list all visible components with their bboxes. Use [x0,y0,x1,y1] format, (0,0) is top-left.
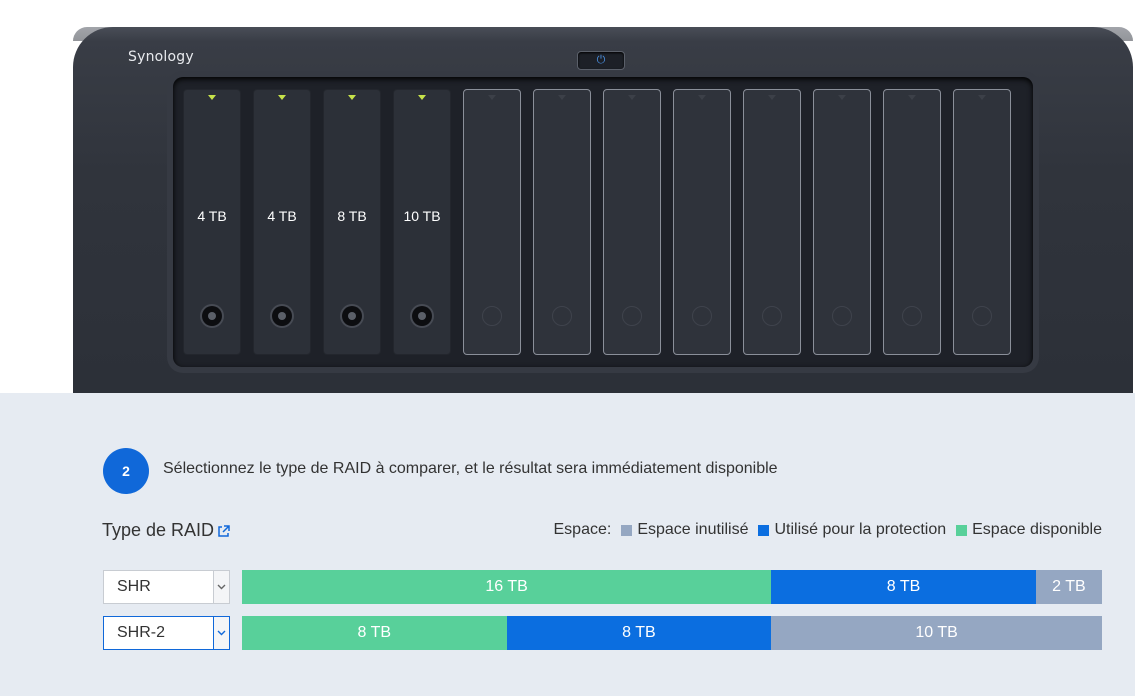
drive-bay-empty[interactable] [883,89,941,355]
capacity-segment-protection: 8 TB [506,616,772,650]
drive-bay-empty[interactable] [953,89,1011,355]
capacity-segment-unused: 2 TB [1035,570,1102,604]
drive-led-icon [348,95,356,100]
drive-lock-icon [412,306,432,326]
drive-lock-icon [552,306,572,326]
drive-bay-filled[interactable]: 10 TB [393,89,451,355]
drive-bay-empty[interactable] [673,89,731,355]
drive-bay-empty[interactable] [743,89,801,355]
drive-capacity: 4 TB [197,208,227,224]
drive-led-icon [278,95,286,100]
drive-bay-empty[interactable] [533,89,591,355]
drive-led-icon [558,95,566,100]
legend-title: Espace: [553,521,612,538]
raid-type-select[interactable]: SHR [103,570,230,604]
drive-lock-icon [622,306,642,326]
drive-bay-empty[interactable] [603,89,661,355]
drive-led-icon [698,95,706,100]
drive-capacity: 10 TB [403,208,441,224]
drive-led-icon [768,95,776,100]
legend-unused: Espace inutilisé [637,521,749,538]
drive-led-icon [838,95,846,100]
drive-bay-empty[interactable] [463,89,521,355]
capacity-segment-available: 8 TB [242,616,507,650]
drive-led-icon [908,95,916,100]
raid-type-label: Type de RAID [102,520,215,540]
drive-bay-empty[interactable] [813,89,871,355]
chevron-down-icon[interactable] [213,617,229,649]
capacity-bar: 16 TB 8 TB 2 TB [242,570,1102,604]
drive-capacity: 4 TB [267,208,297,224]
drive-led-icon [418,95,426,100]
power-icon: ⏻ [596,54,606,66]
drive-lock-icon [762,306,782,326]
raid-type-value: SHR-2 [117,624,166,641]
external-link-icon[interactable] [217,525,230,538]
power-button[interactable]: ⏻ [577,51,625,70]
drive-lock-icon [692,306,712,326]
legend-swatch-available [956,524,968,536]
drive-lock-icon [972,306,992,326]
nas-device: Synology ⏻ 4 TB 4 TB 8 TB 10 TB [73,27,1133,393]
capacity-segment-unused: 10 TB [771,616,1102,650]
raid-type-value: SHR [117,578,151,595]
step-badge: 2 [103,448,149,494]
drive-led-icon [488,95,496,100]
chevron-down-icon[interactable] [213,571,229,603]
nas-top-edge [73,27,1133,41]
legend-available: Espace disponible [972,521,1102,538]
drive-bay-filled[interactable]: 4 TB [183,89,241,355]
drive-lock-icon [902,306,922,326]
drive-led-icon [208,95,216,100]
drive-lock-icon [342,306,362,326]
legend-swatch-unused [621,524,633,536]
drive-lock-icon [482,306,502,326]
raid-type-select[interactable]: SHR-2 [103,616,230,650]
drive-capacity: 8 TB [337,208,367,224]
capacity-segment-available: 16 TB [242,570,772,604]
step-instruction: Sélectionnez le type de RAID à comparer,… [163,460,778,477]
brand-logo: Synology [128,49,194,65]
legend: Espace: Espace inutilisé Utilisé pour la… [554,521,1103,539]
capacity-segment-protection: 8 TB [771,570,1036,604]
drive-lock-icon [202,306,222,326]
drive-bay-filled[interactable]: 8 TB [323,89,381,355]
raid-calculator-panel [0,393,1135,696]
drive-lock-icon [272,306,292,326]
drive-led-icon [628,95,636,100]
drive-bay-filled[interactable]: 4 TB [253,89,311,355]
capacity-bar: 8 TB 8 TB 10 TB [242,616,1102,650]
drive-lock-icon [832,306,852,326]
legend-swatch-protection [758,524,770,536]
legend-protection: Utilisé pour la protection [774,521,947,538]
raid-type-heading[interactable]: Type de RAID [102,520,230,541]
drive-led-icon [978,95,986,100]
drive-bay-frame: 4 TB 4 TB 8 TB 10 TB [173,77,1033,367]
